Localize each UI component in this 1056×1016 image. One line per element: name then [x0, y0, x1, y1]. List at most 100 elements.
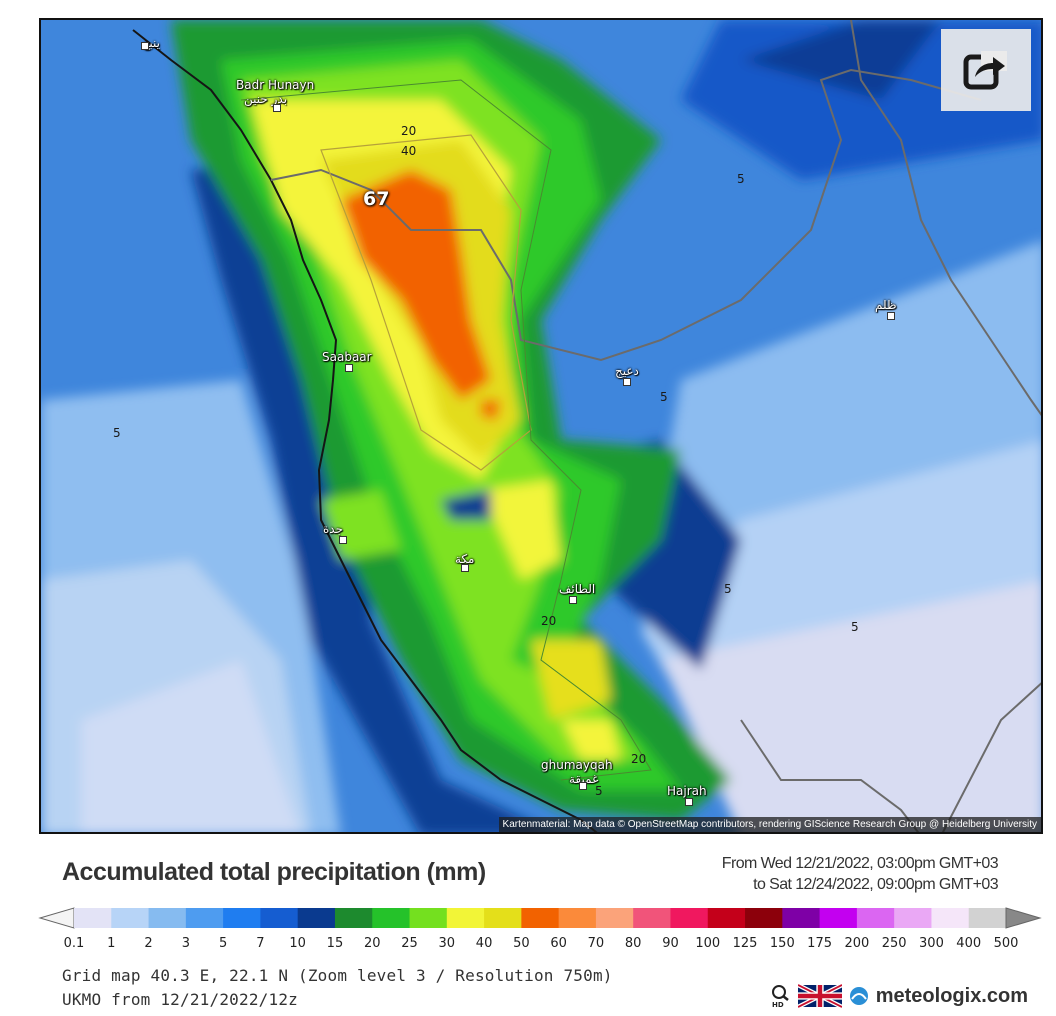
legend-label: 70 [587, 936, 605, 951]
legend-label: 1 [107, 936, 116, 951]
map-attribution[interactable]: Kartenmaterial: Map data © OpenStreetMap… [498, 817, 1041, 832]
svg-text:HD: HD [772, 1001, 784, 1008]
legend-label: 500 [993, 936, 1019, 951]
share-icon [963, 51, 1007, 90]
place-label-ghumayqah: ghumayqah [541, 758, 613, 772]
period-from: From Wed 12/21/2022, 03:00pm GMT+03 [721, 855, 999, 872]
legend-swatch [633, 908, 671, 928]
legend-swatch [484, 908, 522, 928]
legend-labels: 0.1 1 2 3 5 7 10 15 20 25 30 40 50 60 70 80 90 100 125 150 1… [38, 936, 1022, 956]
place-marker [339, 536, 347, 544]
place-marker [461, 564, 469, 572]
legend-swatch [595, 908, 634, 928]
legend-swatch [782, 908, 821, 928]
legend-label: 25 [401, 936, 418, 951]
legend-swatch [856, 908, 895, 928]
legend-label: 50 [513, 936, 530, 951]
max-value-label: 67 [363, 188, 390, 210]
place-label-ghumayqah-ar: غميقة [569, 772, 599, 786]
place-label-badr-ar: بدر حنين [244, 92, 288, 106]
precipitation-field [41, 20, 1041, 832]
legend-label: 150 [769, 936, 795, 951]
legend-swatch [297, 908, 336, 928]
footer-bar: HD meteologix.com [770, 984, 1028, 1008]
legend-swatch [521, 908, 560, 928]
color-legend-bar [38, 907, 1042, 929]
legend-label: 40 [475, 936, 493, 951]
legend-label: 100 [695, 936, 721, 951]
legend-swatch [745, 908, 783, 928]
contour-label: 5 [724, 582, 732, 596]
legend-swatch [819, 908, 858, 928]
place-marker [579, 782, 587, 790]
contour-label: 5 [595, 784, 603, 798]
magnifier-hd-icon[interactable]: HD [770, 984, 792, 1008]
legend-swatch [334, 908, 373, 928]
legend-swatch [111, 908, 150, 928]
legend-label: 5 [218, 936, 228, 951]
place-label-taif: الطائف [559, 582, 596, 596]
legend-label: 2 [144, 936, 153, 951]
legend-swatch [968, 908, 1007, 928]
legend-label: 60 [550, 936, 567, 951]
contour-label: 5 [851, 620, 859, 634]
uk-flag-icon[interactable] [797, 984, 842, 1008]
place-label-hajrah: Hajrah [667, 784, 707, 798]
model-info: UKMO from 12/21/2022/12z [62, 990, 298, 1009]
place-label-jeddah: جدة [323, 522, 344, 536]
legend-swatch [148, 908, 187, 928]
contour-label: 5 [113, 426, 121, 440]
contour-label: 20 [541, 614, 557, 628]
legend-swatch [409, 908, 448, 928]
place-label-saabaar: Saabaar [322, 350, 372, 364]
legend-swatch [446, 908, 485, 928]
legend-swatch [558, 908, 597, 928]
legend-swatch [223, 908, 261, 928]
legend-label: 80 [624, 936, 642, 951]
place-marker [887, 312, 895, 320]
contour-label: 20 [401, 124, 417, 138]
legend-label: 7 [256, 936, 265, 951]
place-label-zalim: ظلم [875, 298, 897, 312]
place-label-makkah: مكة [455, 552, 475, 566]
contour-label: 5 [737, 172, 745, 186]
legend-min-arrow [38, 907, 75, 929]
contour-label: 40 [401, 144, 417, 158]
place-marker [141, 42, 149, 50]
place-marker [623, 378, 631, 386]
legend-swatch [894, 908, 932, 928]
contour-label: 20 [631, 752, 647, 766]
legend-label: 250 [881, 936, 907, 951]
share-button[interactable] [941, 29, 1031, 111]
legend-label: 300 [919, 936, 944, 951]
legend-label: 400 [956, 936, 982, 951]
brand-name[interactable]: meteologix.com [875, 984, 1028, 1007]
contour-label: 5 [660, 390, 668, 404]
legend-swatch [372, 908, 411, 928]
legend-swatch [74, 908, 112, 928]
precipitation-map[interactable]: ينبع Badr Hunayn بدر حنين Saabaar دعيج ظلم جدة… [39, 18, 1043, 834]
legend-label: 175 [807, 936, 833, 951]
legend-label: 125 [732, 936, 758, 951]
legend-label: 90 [662, 936, 679, 951]
meteologix-logo-icon [849, 987, 868, 1005]
place-marker [569, 596, 577, 604]
grid-info: Grid map 40.3 E, 22.1 N (Zoom level 3 / … [62, 966, 613, 985]
legend-swatch [707, 908, 746, 928]
place-label-dhuayh: دعيج [615, 364, 639, 378]
legend-label: 30 [438, 936, 456, 951]
chart-title: Accumulated total precipitation (mm) [62, 858, 486, 886]
place-marker [685, 798, 693, 806]
legend-label: 15 [326, 936, 344, 951]
place-marker [345, 364, 353, 372]
legend-swatch [260, 908, 299, 928]
legend-label: 3 [181, 936, 190, 951]
legend-label: 10 [289, 936, 306, 951]
legend-max-arrow [1005, 907, 1042, 929]
place-marker [273, 104, 281, 112]
legend-swatch [931, 908, 970, 928]
legend-swatch [185, 908, 224, 928]
legend-label: 200 [844, 936, 870, 951]
period-to: to Sat 12/24/2022, 09:00pm GMT+03 [753, 876, 998, 893]
place-label-badr: Badr Hunayn [236, 78, 315, 92]
